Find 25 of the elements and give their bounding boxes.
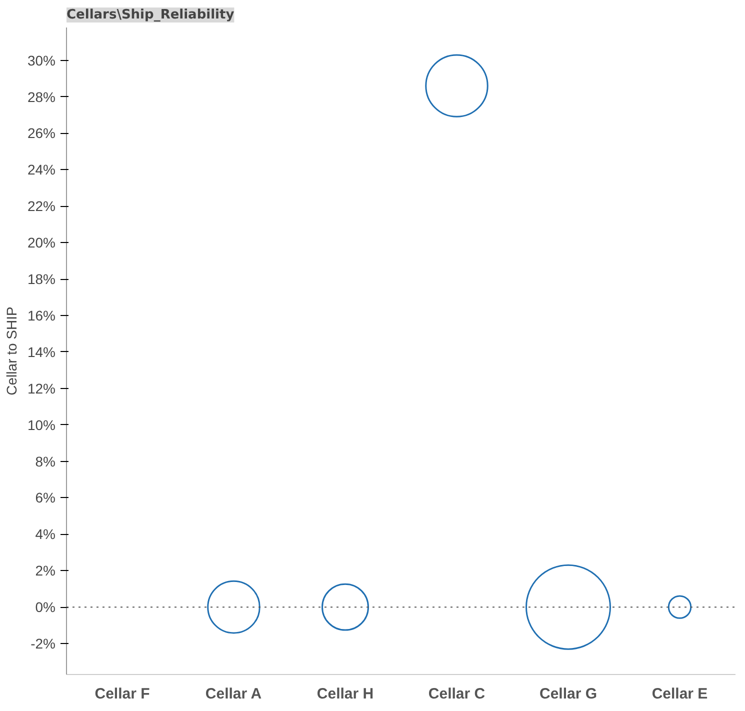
x-tick-label: Cellar H bbox=[316, 686, 374, 702]
y-tick-label: 4% bbox=[35, 526, 56, 542]
y-tick-label: 26% bbox=[27, 125, 56, 142]
y-tick-label: 28% bbox=[27, 88, 56, 105]
y-tick-label: 16% bbox=[27, 307, 56, 324]
x-tick-label: Cellar E bbox=[652, 686, 708, 702]
y-tick-label: 8% bbox=[35, 453, 56, 470]
y-tick-label: 20% bbox=[27, 234, 56, 251]
y-tick-label: 12% bbox=[27, 380, 56, 396]
y-tick-label: 30% bbox=[27, 52, 56, 68]
y-axis-title: Cellar to SHIP bbox=[3, 306, 20, 396]
chart-title: Cellars\Ship_Reliability bbox=[66, 8, 235, 22]
x-tick-label: Cellar A bbox=[205, 686, 262, 702]
y-tick-label: 10% bbox=[27, 416, 56, 433]
y-tick-label: 22% bbox=[27, 198, 56, 214]
y-tick-label: 6% bbox=[35, 490, 56, 506]
y-tick-label: -2% bbox=[30, 636, 56, 652]
y-tick-label: 24% bbox=[27, 162, 56, 178]
y-tick-label: 18% bbox=[27, 271, 56, 288]
x-tick-label: Cellar G bbox=[539, 686, 598, 702]
y-tick-label: 2% bbox=[35, 562, 56, 579]
x-tick-label: Cellar F bbox=[94, 686, 150, 702]
y-tick-label: 0% bbox=[35, 599, 56, 616]
x-tick-label: Cellar C bbox=[428, 686, 486, 702]
y-tick-label: 14% bbox=[27, 344, 56, 360]
